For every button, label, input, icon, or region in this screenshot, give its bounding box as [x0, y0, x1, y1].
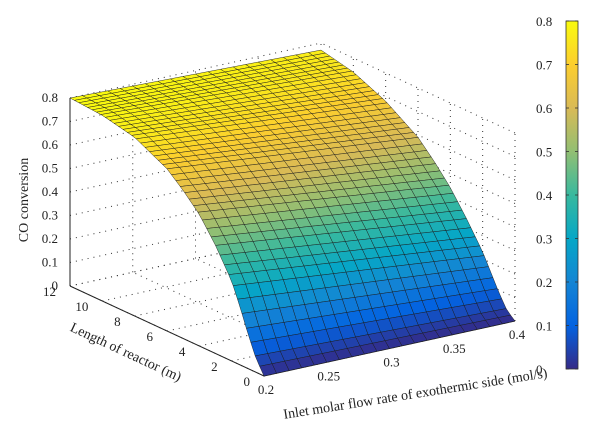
colorbar-tick-label: 0.5: [536, 145, 552, 160]
surface-patch: [497, 314, 516, 325]
x-tick-label: 0.35: [443, 341, 466, 356]
colorbar-tick-label: 0: [536, 362, 543, 377]
grid-line: [69, 183, 322, 240]
grid-line: [69, 89, 322, 146]
z-tick-label: 0.4: [42, 184, 59, 199]
y-tick-label: 8: [114, 314, 121, 329]
z-tick-label: 0.6: [42, 137, 59, 152]
grid-line: [69, 230, 322, 287]
grid-line: [69, 136, 322, 193]
grid-line: [69, 207, 322, 263]
x-tick-label: 0.2: [258, 382, 274, 397]
grid-line: [69, 160, 322, 216]
z-tick-label: 0.8: [42, 90, 58, 105]
y-tick-label: 12: [43, 284, 56, 299]
colorbar-tick-label: 0.6: [536, 101, 553, 116]
z-tick-label: 0.5: [42, 161, 58, 176]
z-axis-label: CO conversion: [17, 158, 32, 242]
grid-line: [199, 290, 451, 347]
grid-line: [69, 42, 322, 99]
z-tick-label: 0: [52, 278, 59, 293]
z-tick-label: 0.1: [42, 255, 58, 270]
tick-labels: 0 0.1 0.2 0.3 0.4 0.5 0.6 0.7 0.8 0 2 4 6 8 10 12 0.2 0.2…: [42, 90, 526, 397]
grid-line: [102, 245, 354, 302]
y-axis-line: [69, 285, 265, 377]
surface-mesh: [69, 49, 516, 377]
x-tick-label: 0.3: [383, 355, 399, 370]
grid-line: [166, 275, 419, 332]
x-tick-label: 0.4: [509, 327, 526, 342]
y-tick-label: 10: [75, 299, 88, 314]
colorbar-tick-label: 0.3: [536, 232, 552, 247]
grid-line: [69, 113, 322, 169]
y-tick-label: 6: [147, 329, 154, 344]
colorbar-ticks: 0 0.1 0.2 0.3 0.4 0.5 0.6 0.7 0.8: [536, 14, 578, 377]
y-tick-label: 4: [179, 344, 186, 359]
colorbar-tick-label: 0.8: [536, 14, 552, 29]
colorbar-tick-label: 0.7: [536, 58, 553, 73]
x-tick-label: 0.25: [317, 368, 340, 383]
z-tick-label: 0.2: [42, 231, 58, 246]
colorbar-tick-label: 0.1: [536, 319, 552, 334]
z-tick-label: 0.7: [42, 114, 59, 129]
z-tick-label: 0.3: [42, 208, 58, 223]
y-tick-label: 0: [244, 374, 251, 389]
colorbar-tick-label: 0.4: [536, 188, 553, 203]
colorbar: 0 0.1 0.2 0.3 0.4 0.5 0.6 0.7 0.8: [536, 14, 579, 377]
y-tick-label: 2: [211, 359, 218, 374]
colorbar-tick-label: 0.2: [536, 275, 552, 290]
grid-line: [134, 260, 386, 317]
